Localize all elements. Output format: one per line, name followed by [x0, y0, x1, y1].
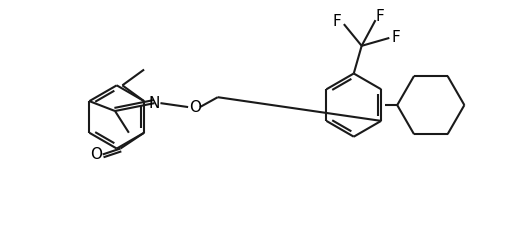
Text: O: O	[189, 100, 201, 115]
Text: F: F	[375, 9, 384, 24]
Text: O: O	[90, 147, 102, 162]
Text: N: N	[149, 96, 160, 111]
Text: F: F	[332, 14, 342, 29]
Text: F: F	[392, 30, 401, 45]
